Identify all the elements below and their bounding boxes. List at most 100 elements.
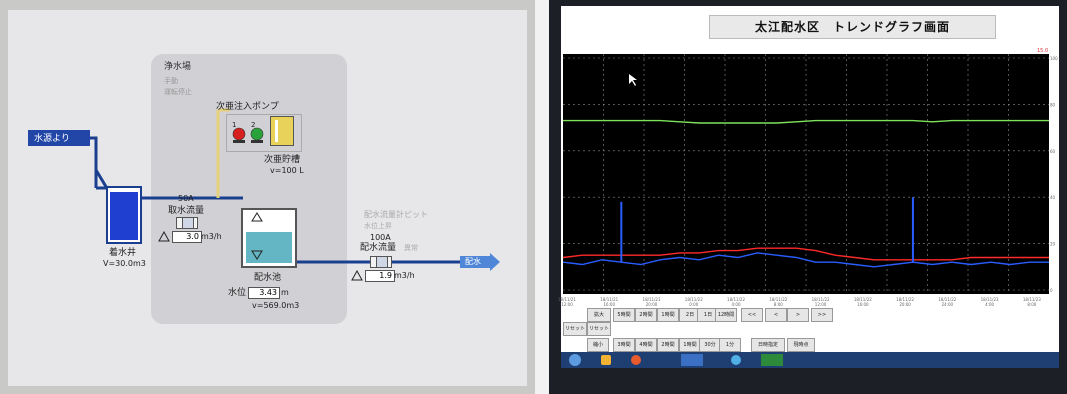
chemical-tank[interactable]: [270, 116, 294, 146]
reservoir-name: 配水池: [254, 273, 282, 283]
corner-value: 15.0: [1037, 48, 1049, 54]
level-label: 水位: [228, 288, 247, 298]
dist-delta-icon: [351, 270, 363, 281]
y-tick-label: 20: [1050, 242, 1056, 247]
dist-size: 100A: [370, 233, 391, 242]
zoom-range-button-5[interactable]: 2日: [679, 308, 701, 322]
zoom-out-range-button-8[interactable]: 日時指定: [751, 338, 785, 352]
zoom-out-range-button-5[interactable]: 1時間: [679, 338, 701, 352]
y-tick-label: 40: [1050, 195, 1056, 200]
trend-screen: 太江配水区 トレンドグラフ画面 15.0 0 20 40 60 80 100 18/11/…: [558, 6, 1059, 368]
receiving-well[interactable]: [106, 186, 142, 244]
reset-button-2[interactable]: リセット: [587, 322, 611, 336]
x-tick-label: 18/11/23 8:00: [1022, 297, 1041, 307]
dist-pit-note: 配水流量計ピット: [364, 210, 428, 219]
taskbar-app-1[interactable]: [601, 355, 611, 365]
y-tick-label: 0: [1050, 288, 1053, 293]
source-box[interactable]: [28, 130, 90, 146]
zoom-out-range-button-7[interactable]: 1分: [719, 338, 741, 352]
dist-level-note: 水位上昇: [364, 222, 392, 230]
dist-value: 1.9: [365, 270, 395, 282]
outlet-label: 配水: [465, 257, 481, 266]
tank-volume: v=100 L: [270, 166, 304, 175]
x-tick-label: 18/11/23 4:00: [980, 297, 999, 307]
trend-series-3: [563, 252, 1049, 268]
x-tick-label: 18/11/21 20:00: [642, 297, 661, 307]
zoom-out-range-button-9[interactable]: 現時点: [787, 338, 815, 352]
x-tick-label: 18/11/22 8:00: [769, 297, 788, 307]
y-tick-label: 80: [1050, 102, 1056, 107]
mouse-cursor-icon: [629, 74, 637, 86]
pump-enclosure: [226, 114, 302, 152]
zoom-range-button-8[interactable]: <<: [741, 308, 763, 322]
zoom-range-button-4[interactable]: 1時間: [657, 308, 679, 322]
level-value: 3.43: [248, 287, 280, 299]
trend-series-1: [563, 119, 1049, 124]
zoom-range-button-11[interactable]: >>: [811, 308, 833, 322]
y-tick-label: 60: [1050, 149, 1056, 154]
trend-series-2: [563, 247, 1049, 261]
level-low-icon: [251, 250, 263, 260]
x-tick-label: 18/11/22 0:00: [684, 297, 703, 307]
intake-unit: m3/h: [201, 232, 222, 241]
zoom-out-range-button-1[interactable]: 縮小: [587, 338, 609, 352]
trend-chart[interactable]: [563, 54, 1049, 294]
dist-alarm-note: 異常: [404, 244, 418, 252]
taskbar-app-4[interactable]: [731, 355, 741, 365]
pump-no-2: 2: [251, 121, 256, 129]
windows-taskbar: [561, 352, 1059, 368]
start-button[interactable]: [569, 354, 581, 366]
level-high-icon: [251, 212, 263, 222]
left-photo-scada-screen: 浄水場 手動 運転停止 水源より 着水井 V=30.0m3 次亜注入ポンプ 1 …: [0, 0, 535, 394]
x-tick-label: 18/11/22 24:00: [938, 297, 957, 307]
zoom-out-range-button-3[interactable]: 4時間: [635, 338, 657, 352]
right-photo-trend-monitor: 太江配水区 トレンドグラフ画面 15.0 0 20 40 60 80 100 18/11/…: [549, 0, 1067, 394]
zoom-range-button-7[interactable]: 12時間: [715, 308, 737, 322]
intake-value: 3.0: [172, 231, 202, 243]
scada-mimic-panel: 浄水場 手動 運転停止 水源より 着水井 V=30.0m3 次亜注入ポンプ 1 …: [8, 10, 527, 386]
reservoir-volume: v=569.0m3: [252, 301, 300, 310]
pump-no-1: 1: [232, 121, 237, 129]
intake-label: 取水流量: [168, 206, 205, 216]
tank-name: 次亜貯槽: [264, 155, 301, 165]
x-tick-label: 18/11/21 16:00: [600, 297, 619, 307]
zoom-range-button-2[interactable]: 5時間: [613, 308, 635, 322]
flow-meter-icon[interactable]: [176, 217, 198, 229]
trend-title: 太江配水区 トレンドグラフ画面: [709, 15, 996, 39]
x-tick-label: 18/11/21 12:00: [558, 297, 576, 307]
x-tick-label: 18/11/22 4:00: [727, 297, 746, 307]
zoom-out-range-button-6[interactable]: 30分: [699, 338, 721, 352]
reservoir[interactable]: [241, 208, 297, 268]
zoom-range-button-3[interactable]: 2時間: [635, 308, 657, 322]
source-label: 水源より: [34, 134, 70, 144]
zoom-range-button-1[interactable]: 拡大: [587, 308, 611, 322]
well-name: 着水井: [109, 248, 137, 258]
pump-section-title: 次亜注入ポンプ: [216, 102, 279, 112]
intake-size: 50A: [178, 194, 194, 203]
zoom-range-button-10[interactable]: >: [787, 308, 809, 322]
reset-button-1[interactable]: リセット: [563, 322, 587, 336]
plant-group-title: 浄水場: [164, 62, 192, 72]
outlet-arrow-icon[interactable]: [460, 253, 502, 271]
delta-icon: [158, 231, 170, 242]
well-volume: V=30.0m3: [103, 259, 146, 268]
plant-group-box: [151, 54, 347, 324]
level-unit: m: [281, 288, 289, 297]
dist-unit: m3/h: [394, 271, 415, 280]
x-tick-label: 18/11/22 16:00: [853, 297, 872, 307]
pump-icon[interactable]: [230, 126, 270, 146]
taskbar-app-3[interactable]: [681, 354, 703, 366]
zoom-out-range-button-2[interactable]: 3時間: [613, 338, 635, 352]
y-axis-ticks: 0 20 40 60 80 100: [1050, 56, 1058, 293]
plant-group-mode: 手動: [164, 77, 178, 85]
zoom-out-range-button-4[interactable]: 2時間: [657, 338, 679, 352]
zoom-range-button-9[interactable]: <: [765, 308, 787, 322]
dist-label: 配水流量: [360, 243, 397, 253]
x-tick-label: 18/11/22 20:00: [896, 297, 915, 307]
pipe-network: [88, 108, 463, 264]
taskbar-app-2[interactable]: [631, 355, 641, 365]
x-tick-label: 18/11/22 12:00: [811, 297, 830, 307]
taskbar-app-5[interactable]: [761, 354, 783, 366]
y-tick-label: 100: [1050, 56, 1058, 61]
dist-flow-meter-icon[interactable]: [370, 256, 392, 268]
